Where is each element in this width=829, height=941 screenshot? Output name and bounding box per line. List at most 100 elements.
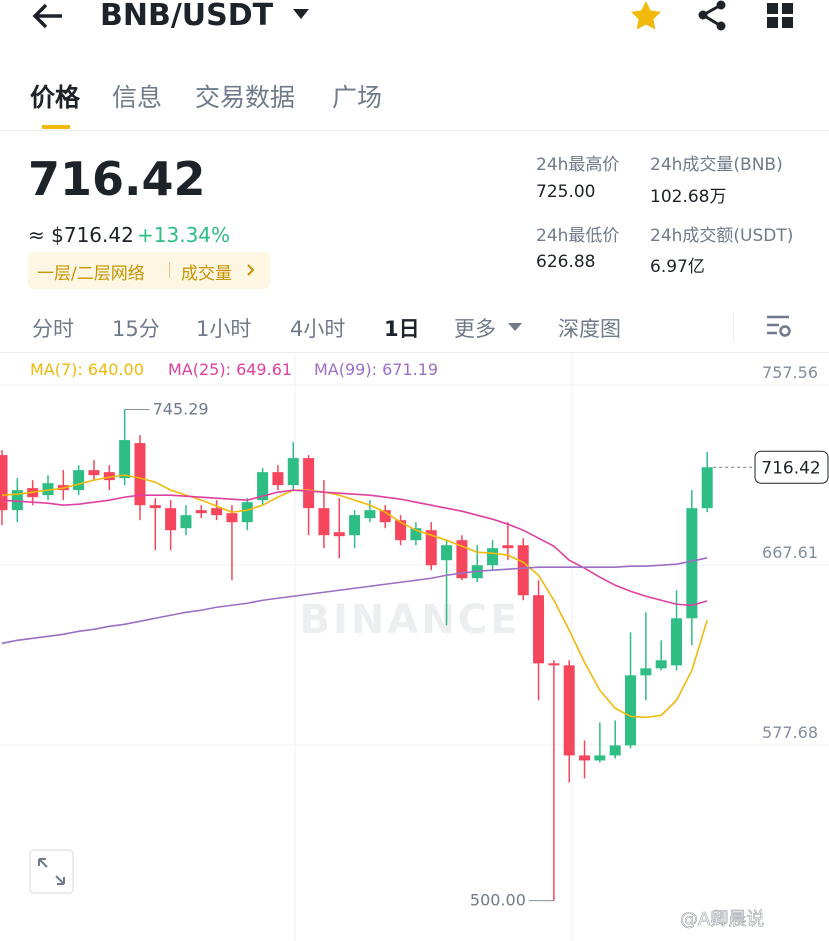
candle-body bbox=[349, 515, 361, 536]
candle-body bbox=[625, 675, 637, 746]
candle-body bbox=[395, 520, 407, 541]
ma-line bbox=[1, 557, 708, 645]
legend-entry: MA(99): 671.19 bbox=[314, 360, 438, 379]
divider bbox=[0, 130, 829, 131]
ma-line bbox=[1, 489, 708, 607]
candle-body bbox=[333, 532, 345, 537]
extreme-label: 500.00 bbox=[470, 891, 526, 910]
last-price: 716.42 bbox=[28, 152, 206, 206]
candle-body bbox=[548, 663, 560, 666]
y-tick-label: 577.68 bbox=[762, 723, 818, 742]
star-icon[interactable] bbox=[630, 0, 662, 32]
candle-body bbox=[88, 470, 100, 476]
tag-separator bbox=[169, 262, 170, 278]
candle-body bbox=[579, 755, 591, 761]
grid-icon[interactable] bbox=[767, 3, 795, 29]
candle-body bbox=[73, 470, 85, 491]
settings-icon[interactable] bbox=[766, 314, 792, 338]
candle-body bbox=[563, 665, 575, 756]
candle-body bbox=[318, 508, 330, 536]
chevron-icon bbox=[247, 264, 255, 276]
legend-entry: MA(25): 649.61 bbox=[168, 360, 292, 379]
share-icon[interactable] bbox=[697, 0, 729, 32]
candle-body bbox=[0, 455, 8, 511]
candle-body bbox=[686, 508, 698, 619]
candle-body bbox=[226, 513, 238, 523]
candle-body bbox=[441, 545, 453, 561]
interval-tab[interactable]: 4小时 bbox=[290, 317, 346, 341]
tag-text[interactable]: 成交量 bbox=[181, 264, 232, 284]
tab-indicator bbox=[42, 125, 70, 129]
candle-body bbox=[364, 510, 376, 519]
interval-tab[interactable]: 深度图 bbox=[558, 317, 621, 341]
last-price-box bbox=[754, 450, 829, 484]
ma-line bbox=[1, 474, 708, 719]
candle-body bbox=[241, 502, 253, 523]
candle-body bbox=[272, 472, 284, 486]
candle-body bbox=[640, 668, 652, 676]
candle-body bbox=[410, 528, 422, 541]
price-change: +13.34% bbox=[137, 223, 231, 247]
candle-body bbox=[11, 490, 23, 511]
candle-body bbox=[195, 510, 207, 514]
stat-label: 24h最低价 bbox=[536, 226, 620, 246]
candle-body bbox=[287, 458, 299, 486]
tag-text[interactable]: 一层/二层网络 bbox=[37, 264, 145, 284]
tab[interactable]: 交易数据 bbox=[195, 83, 296, 112]
candle-body bbox=[487, 548, 499, 566]
y-tick-label: 667.61 bbox=[762, 543, 818, 562]
candle-body bbox=[502, 545, 514, 549]
candle-body bbox=[303, 458, 315, 509]
watermark: BINANCE bbox=[300, 597, 521, 643]
separator bbox=[733, 312, 734, 342]
usd-price: ≈ $716.42 bbox=[28, 223, 134, 247]
candle-body bbox=[211, 508, 223, 516]
candle-body bbox=[609, 745, 621, 756]
stat-label: 24h成交量(BNB) bbox=[650, 155, 783, 175]
candle-body bbox=[42, 483, 54, 496]
tag-badge[interactable] bbox=[28, 252, 270, 289]
stat-value: 725.00 bbox=[536, 182, 596, 202]
interval-tab[interactable]: 1日 bbox=[384, 317, 420, 341]
candle-body bbox=[425, 530, 437, 566]
stat-value: 102.68万 bbox=[650, 187, 727, 207]
tab[interactable]: 价格 bbox=[30, 83, 81, 112]
y-tick-label: 757.56 bbox=[762, 363, 818, 382]
tab[interactable]: 广场 bbox=[332, 83, 383, 112]
candle-body bbox=[655, 660, 667, 669]
candle-body bbox=[103, 472, 115, 481]
candle-body bbox=[119, 440, 131, 479]
stat-label: 24h最高价 bbox=[536, 155, 620, 175]
candle-body bbox=[701, 467, 713, 509]
candle-body bbox=[533, 595, 545, 664]
interval-tab[interactable]: 15分 bbox=[112, 317, 160, 341]
stat-label: 24h成交额(USDT) bbox=[650, 226, 794, 246]
interval-tab[interactable]: 更多 bbox=[454, 317, 496, 341]
divider bbox=[0, 352, 829, 353]
candle-body bbox=[149, 505, 161, 509]
dropdown-icon[interactable] bbox=[292, 8, 310, 20]
interval-tab[interactable]: 分时 bbox=[32, 317, 74, 341]
chart: BINANCE @A卿晨说 757.56 667.61 577.68 MA(7): 6… bbox=[0, 353, 829, 941]
stat-value: 6.97亿 bbox=[650, 257, 705, 277]
dropdown-icon bbox=[508, 323, 522, 331]
candle-body bbox=[134, 443, 146, 506]
stat-value: 626.88 bbox=[536, 252, 596, 272]
credit: @A卿晨说 bbox=[680, 909, 764, 930]
tab[interactable]: 信息 bbox=[112, 83, 163, 112]
candle-body bbox=[671, 618, 683, 666]
candle-body bbox=[594, 755, 606, 761]
back-icon[interactable] bbox=[30, 2, 66, 30]
pair-title[interactable]: BNB/USDT bbox=[100, 0, 274, 33]
candle-body bbox=[379, 510, 391, 523]
candle-body bbox=[165, 508, 177, 531]
candle-body bbox=[180, 515, 192, 529]
expand-button[interactable] bbox=[29, 849, 74, 894]
candle-body bbox=[456, 540, 468, 579]
last-price-label: 716.42 bbox=[761, 458, 820, 478]
candle-body bbox=[517, 545, 529, 596]
candle-body bbox=[257, 472, 269, 501]
interval-tab[interactable]: 1小时 bbox=[196, 317, 252, 341]
expand-icon bbox=[38, 858, 65, 885]
